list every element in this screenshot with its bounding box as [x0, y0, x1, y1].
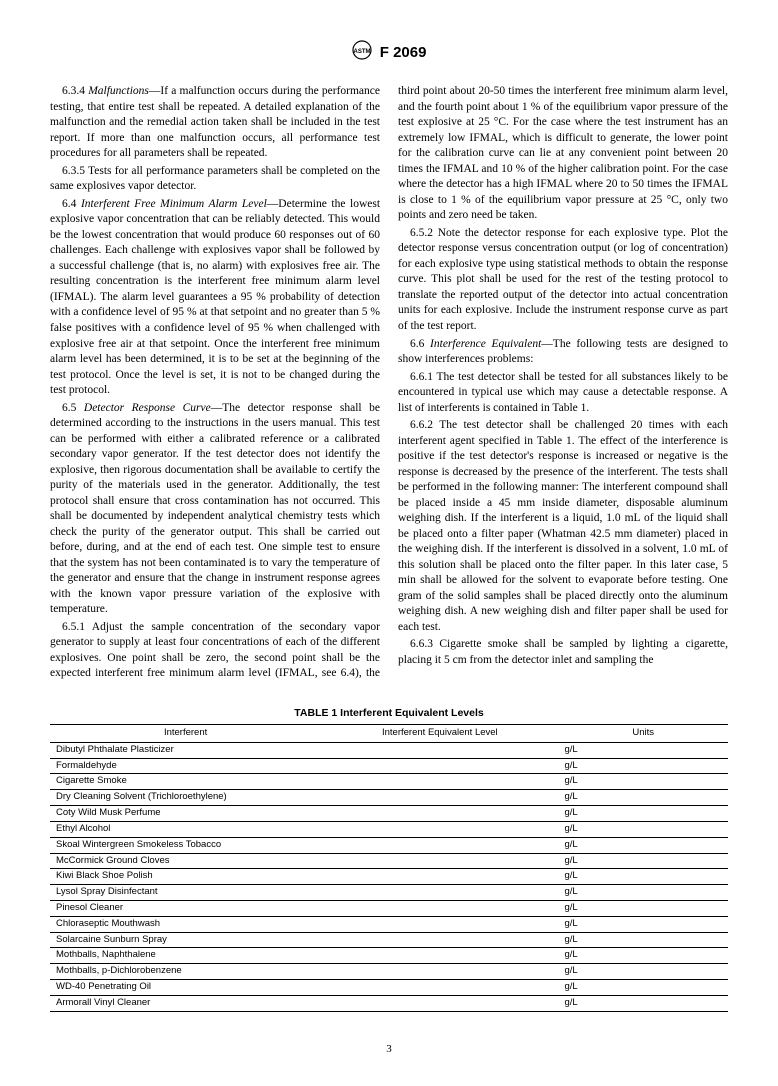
- cell-level: [321, 821, 558, 837]
- cell-level: [321, 806, 558, 822]
- cell-units: g/L: [558, 821, 728, 837]
- cell-level: [321, 869, 558, 885]
- cell-level: [321, 853, 558, 869]
- document-header: ASTM F 2069: [50, 40, 728, 66]
- cell-units: g/L: [558, 774, 728, 790]
- cell-interferent: Mothballs, p-Dichlorobenzene: [50, 964, 321, 980]
- cell-level: [321, 837, 558, 853]
- cell-units: g/L: [558, 932, 728, 948]
- cell-interferent: Kiwi Black Shoe Polish: [50, 869, 321, 885]
- cell-level: [321, 790, 558, 806]
- table-row: Armorall Vinyl Cleaner g/L: [50, 995, 728, 1011]
- cell-interferent: Cigarette Smoke: [50, 774, 321, 790]
- cell-interferent: Pinesol Cleaner: [50, 900, 321, 916]
- para-6-6: 6.6 Interference Equivalent—The followin…: [398, 337, 728, 368]
- table-1-section: TABLE 1 Interferent Equivalent Levels In…: [50, 706, 728, 1012]
- body-columns: 6.3.4 Malfunctions—If a malfunction occu…: [50, 84, 728, 682]
- cell-level: [321, 900, 558, 916]
- cell-level: [321, 774, 558, 790]
- cell-units: g/L: [558, 980, 728, 996]
- cell-units: g/L: [558, 948, 728, 964]
- table-row: McCormick Ground Cloves g/L: [50, 853, 728, 869]
- cell-interferent: Solarcaine Sunburn Spray: [50, 932, 321, 948]
- cell-level: [321, 758, 558, 774]
- cell-units: g/L: [558, 916, 728, 932]
- svg-text:ASTM: ASTM: [353, 49, 370, 55]
- table-row: Dry Cleaning Solvent (Trichloroethylene)…: [50, 790, 728, 806]
- cell-level: [321, 995, 558, 1011]
- table-row: Skoal Wintergreen Smokeless Tobacco g/L: [50, 837, 728, 853]
- para-6-6-1: 6.6.1 The test detector shall be tested …: [398, 370, 728, 417]
- col-level: Interferent Equivalent Level: [321, 725, 558, 743]
- table-row: Mothballs, Naphthalene g/L: [50, 948, 728, 964]
- astm-logo: ASTM: [352, 40, 372, 66]
- cell-level: [321, 742, 558, 758]
- para-6-3-5: 6.3.5 Tests for all performance paramete…: [50, 164, 380, 195]
- cell-units: g/L: [558, 742, 728, 758]
- cell-interferent: Chloraseptic Mouthwash: [50, 916, 321, 932]
- table-row: Chloraseptic Mouthwash g/L: [50, 916, 728, 932]
- cell-level: [321, 916, 558, 932]
- table-row: Solarcaine Sunburn Spray g/L: [50, 932, 728, 948]
- para-6-5-2: 6.5.2 Note the detector response for eac…: [398, 226, 728, 335]
- cell-level: [321, 885, 558, 901]
- table-1-title: TABLE 1 Interferent Equivalent Levels: [50, 706, 728, 720]
- cell-interferent: Coty Wild Musk Perfume: [50, 806, 321, 822]
- cell-level: [321, 980, 558, 996]
- para-6-6-2: 6.6.2 The test detector shall be challen…: [398, 418, 728, 635]
- cell-interferent: Skoal Wintergreen Smokeless Tobacco: [50, 837, 321, 853]
- table-row: Dibutyl Phthalate Plasticizer g/L: [50, 742, 728, 758]
- cell-units: g/L: [558, 964, 728, 980]
- cell-interferent: Lysol Spray Disinfectant: [50, 885, 321, 901]
- table-row: WD-40 Penetrating Oil g/L: [50, 980, 728, 996]
- cell-units: g/L: [558, 758, 728, 774]
- para-6-3-4: 6.3.4 Malfunctions—If a malfunction occu…: [50, 84, 380, 162]
- cell-units: g/L: [558, 995, 728, 1011]
- cell-units: g/L: [558, 869, 728, 885]
- col-interferent: Interferent: [50, 725, 321, 743]
- para-6-6-3: 6.6.3 Cigarette smoke shall be sampled b…: [398, 637, 728, 668]
- table-header-row: Interferent Interferent Equivalent Level…: [50, 725, 728, 743]
- table-row: Cigarette Smoke g/L: [50, 774, 728, 790]
- cell-units: g/L: [558, 853, 728, 869]
- cell-interferent: McCormick Ground Cloves: [50, 853, 321, 869]
- table-row: Formaldehyde g/L: [50, 758, 728, 774]
- cell-interferent: Formaldehyde: [50, 758, 321, 774]
- table-body: Dibutyl Phthalate Plasticizerg/LFormalde…: [50, 742, 728, 1011]
- col-units: Units: [558, 725, 728, 743]
- cell-interferent: Dibutyl Phthalate Plasticizer: [50, 742, 321, 758]
- table-1: Interferent Interferent Equivalent Level…: [50, 724, 728, 1012]
- table-row: Lysol Spray Disinfectant g/L: [50, 885, 728, 901]
- para-6-5: 6.5 Detector Response Curve—The detector…: [50, 401, 380, 618]
- para-6-4: 6.4 Interferent Free Minimum Alarm Level…: [50, 197, 380, 399]
- table-row: Kiwi Black Shoe Polish g/L: [50, 869, 728, 885]
- cell-level: [321, 948, 558, 964]
- table-row: Pinesol Cleaner g/L: [50, 900, 728, 916]
- cell-units: g/L: [558, 837, 728, 853]
- table-row: Ethyl Alcohol g/L: [50, 821, 728, 837]
- cell-interferent: Ethyl Alcohol: [50, 821, 321, 837]
- cell-units: g/L: [558, 806, 728, 822]
- table-row: Mothballs, p-Dichlorobenzene g/L: [50, 964, 728, 980]
- cell-units: g/L: [558, 790, 728, 806]
- cell-units: g/L: [558, 900, 728, 916]
- cell-interferent: Mothballs, Naphthalene: [50, 948, 321, 964]
- cell-interferent: Armorall Vinyl Cleaner: [50, 995, 321, 1011]
- cell-interferent: Dry Cleaning Solvent (Trichloroethylene): [50, 790, 321, 806]
- table-row: Coty Wild Musk Perfume g/L: [50, 806, 728, 822]
- standard-number: F 2069: [380, 44, 427, 61]
- cell-interferent: WD-40 Penetrating Oil: [50, 980, 321, 996]
- cell-units: g/L: [558, 885, 728, 901]
- page-number: 3: [50, 1042, 728, 1057]
- cell-level: [321, 964, 558, 980]
- cell-level: [321, 932, 558, 948]
